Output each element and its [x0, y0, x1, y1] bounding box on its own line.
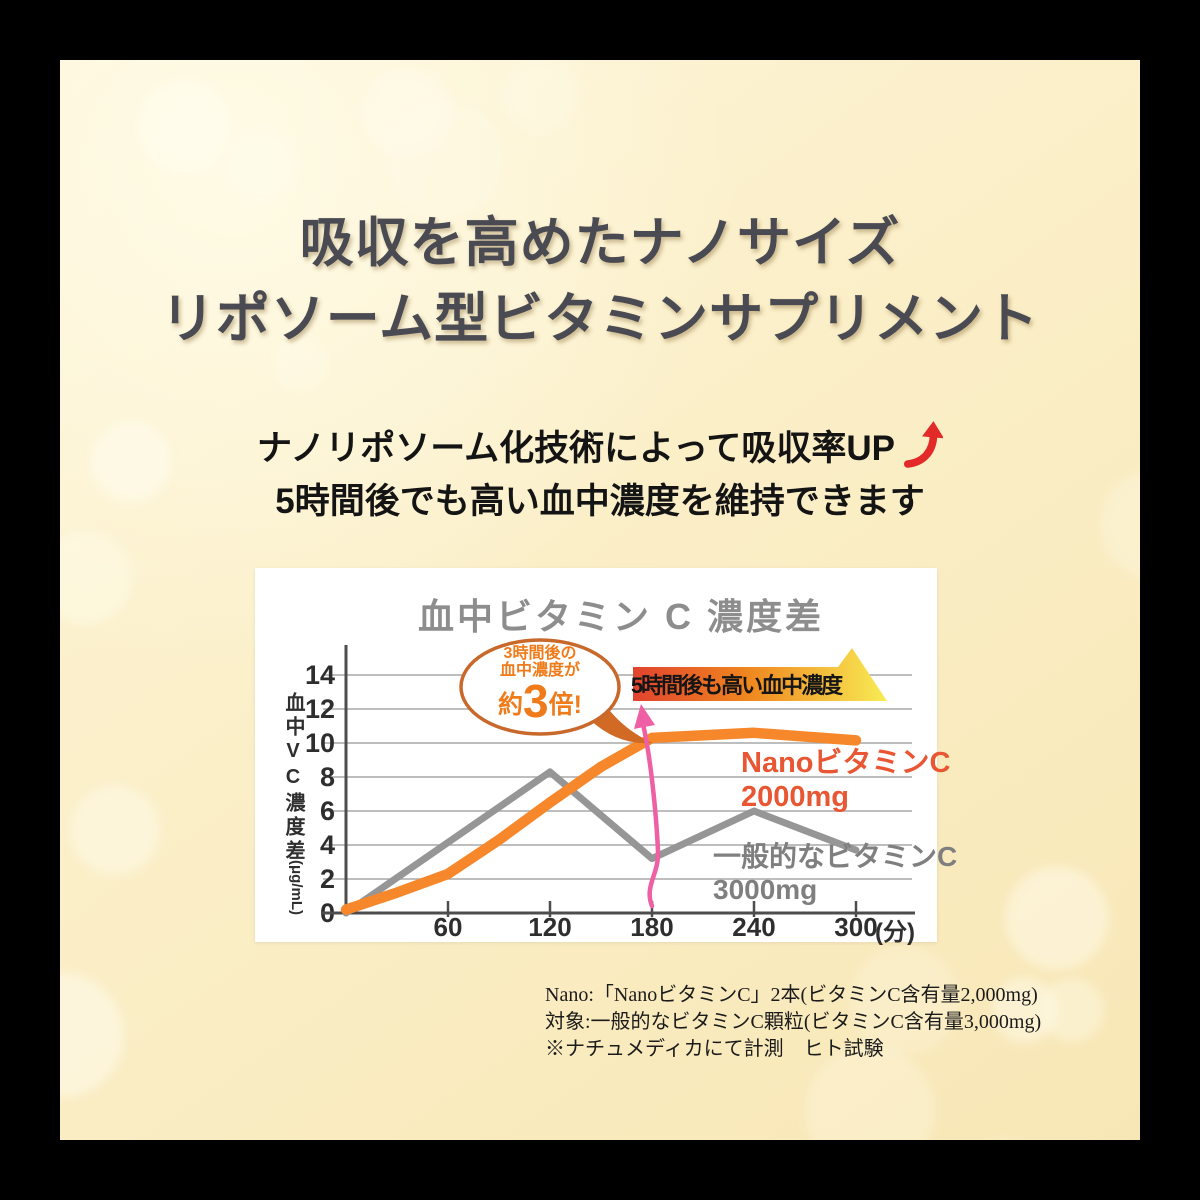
- bokeh-circle: [1005, 866, 1109, 970]
- bokeh-circle: [362, 67, 452, 157]
- legend-nano-line1: NanoビタミンC: [741, 747, 951, 779]
- bokeh-circle: [272, 335, 328, 391]
- footnotes: Nano:「NanoビタミンC」2本(ビタミンC含有量2,000mg) 対象:一…: [545, 982, 1041, 1063]
- bubble-line2: 血中濃度が: [499, 662, 580, 679]
- svg-text:180: 180: [630, 912, 673, 942]
- callout-bubble-text: 3時間後の 血中濃度が 約3倍!: [460, 645, 620, 727]
- svg-text:240: 240: [732, 912, 775, 942]
- svg-text:120: 120: [528, 912, 571, 942]
- ad-background: 吸収を高めたナノサイズ リポソーム型ビタミンサプリメント ナノリポソーム化技術に…: [60, 60, 1140, 1140]
- footnote-line3: ※ナチュメディカにて計測 ヒト試験: [545, 1038, 884, 1060]
- legend-nano-vitamin-c: NanoビタミンC 2000mg: [741, 746, 950, 814]
- y-axis-label: 血中VC濃度差: [282, 692, 304, 864]
- chart-panel: 0 2 4 6 8 10 12 14 60 120 180 240 300 血中ビタミン C 濃度差 血…: [255, 568, 957, 946]
- svg-text:10: 10: [305, 728, 335, 758]
- chart-title: 血中ビタミン C 濃度差: [417, 596, 824, 637]
- svg-text:14: 14: [305, 660, 335, 690]
- svg-text:6: 6: [320, 796, 335, 826]
- legend-standard-vitamin-c: 一般的なビタミンC 3000mg: [713, 840, 957, 906]
- bokeh-circle: [992, 977, 1058, 1043]
- bokeh-circle: [90, 421, 172, 503]
- bokeh-circle: [500, 60, 580, 135]
- svg-text:8: 8: [320, 762, 335, 792]
- svg-text:4: 4: [320, 830, 335, 860]
- bokeh-circle: [70, 785, 160, 875]
- bubble-big-line: 約3倍!: [498, 675, 582, 727]
- bokeh-circle: [224, 128, 298, 202]
- banner-arrow-shape: [633, 648, 887, 701]
- bubble-big-number: 3: [523, 675, 549, 727]
- comparison-arrow: [634, 704, 661, 909]
- page-title: 吸収を高めたナノサイズ リポソーム型ビタミンサプリメント: [60, 205, 1140, 357]
- footnote-line2: 対象:一般的なビタミンC顆粒(ビタミンC含有量3,000mg): [545, 1011, 1042, 1033]
- y-axis-unit: (μg/mL): [288, 860, 305, 915]
- bokeh-circle: [60, 973, 124, 1097]
- page-title-line1: 吸収を高めたナノサイズ: [299, 213, 901, 273]
- bokeh-circle: [385, 100, 505, 220]
- bokeh-circle: [850, 945, 960, 1055]
- red-up-arrow-icon: [903, 421, 944, 468]
- banner-label: 5時間後も高い血中濃度: [630, 673, 843, 698]
- svg-text:60: 60: [434, 912, 463, 942]
- bokeh-circle: [1040, 978, 1104, 1042]
- page-subtitle-line2: 5時間後でも高い血中濃度を維持できます: [275, 482, 925, 521]
- svg-text:300: 300: [834, 912, 877, 942]
- legend-nano-line2: 2000mg: [741, 781, 850, 813]
- bokeh-circle: [805, 1045, 935, 1140]
- bubble-line1: 3時間後の: [503, 645, 577, 662]
- page-subtitle-line1: ナノリポソーム化技術によって吸収率UP: [60, 420, 1140, 475]
- legend-std-line1: 一般的なビタミンC: [713, 841, 958, 872]
- svg-text:2: 2: [320, 864, 335, 894]
- page-title-line2: リポソーム型ビタミンサプリメント: [160, 289, 1040, 349]
- x-axis-unit: (分): [875, 919, 915, 946]
- bokeh-circle: [138, 80, 232, 174]
- callout-bubble-shape: [459, 638, 653, 744]
- bokeh-circle: [60, 531, 132, 625]
- svg-text:12: 12: [305, 694, 335, 724]
- legend-std-line2: 3000mg: [713, 874, 818, 905]
- page-subtitle: ナノリポソーム化技術によって吸収率UP 5時間後でも高い血中濃度を維持できます: [60, 420, 1140, 528]
- footnote-line1: Nano:「NanoビタミンC」2本(ビタミンC含有量2,000mg): [545, 984, 1038, 1006]
